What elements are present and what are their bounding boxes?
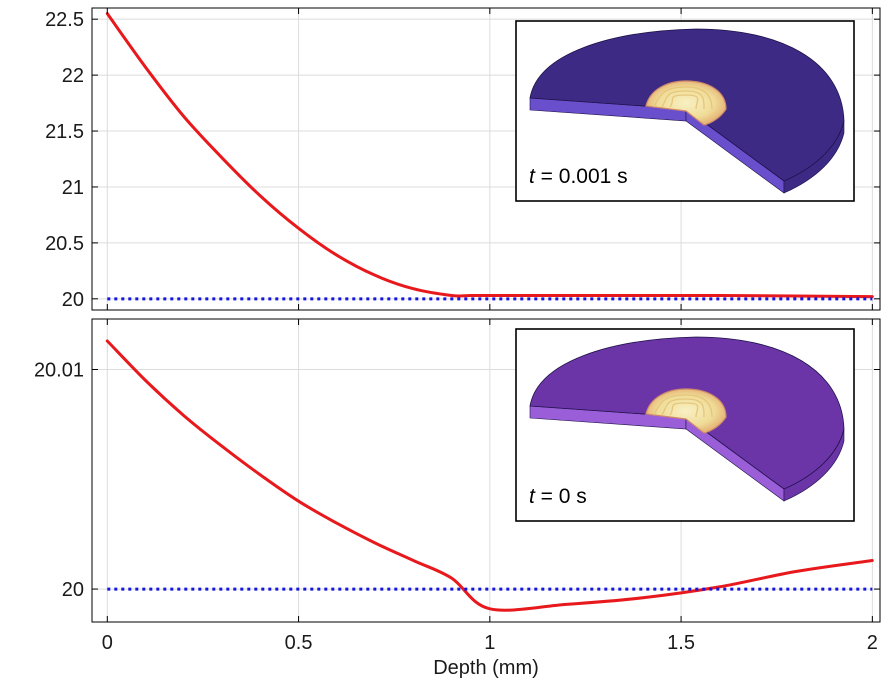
core-ring (653, 86, 713, 110)
y-tick-label: 20.01 (34, 360, 84, 382)
series-line-temperature (105, 12, 874, 299)
inset-time-variable: t (529, 165, 536, 188)
series-line-temperature (105, 339, 874, 612)
inset-top: t = 0.001 s (515, 20, 855, 202)
chart-panel-top: 20 20.5 21 21.5 22 22.5 t = 0.001 s (45, 7, 881, 311)
inset-bottom: t = 0 s (515, 328, 855, 522)
heated-core (645, 80, 727, 126)
x-axis-title: Depth (mm) (433, 657, 539, 679)
core-ring (669, 402, 699, 418)
inset-time-value: = 0 s (535, 485, 587, 508)
x-tick-label: 1 (484, 632, 495, 654)
core-ring (661, 90, 705, 110)
y-tick-label: 20 (62, 289, 84, 311)
y-tick-label: 22 (62, 65, 84, 87)
x-tick-label: 0 (102, 632, 113, 654)
y-tick-label: 21 (62, 177, 84, 199)
y-tick-label: 20 (62, 579, 84, 601)
x-tick-label: 1.5 (667, 632, 695, 654)
y-tick-label: 21.5 (45, 121, 84, 143)
core-ring (661, 398, 705, 418)
inset-time-variable: t (529, 485, 536, 508)
core-ring (653, 394, 713, 418)
chart-panel-bottom: 20 20.01 0 0.5 1 1.5 2 Depth (mm) t = 0 s (34, 318, 881, 679)
plot-frame (91, 318, 881, 623)
inset-time-label: t = 0 s (529, 485, 587, 508)
y-tick-label: 20.5 (45, 233, 84, 255)
x-tick-label: 2 (867, 632, 878, 654)
y-tick-label: 22.5 (45, 9, 84, 31)
inset-time-value: = 0.001 s (535, 165, 628, 188)
plot-frame (91, 7, 881, 311)
x-tick-label: 0.5 (285, 632, 313, 654)
heated-core (645, 388, 727, 434)
core-ring (669, 94, 699, 110)
inset-time-label: t = 0.001 s (529, 165, 628, 188)
